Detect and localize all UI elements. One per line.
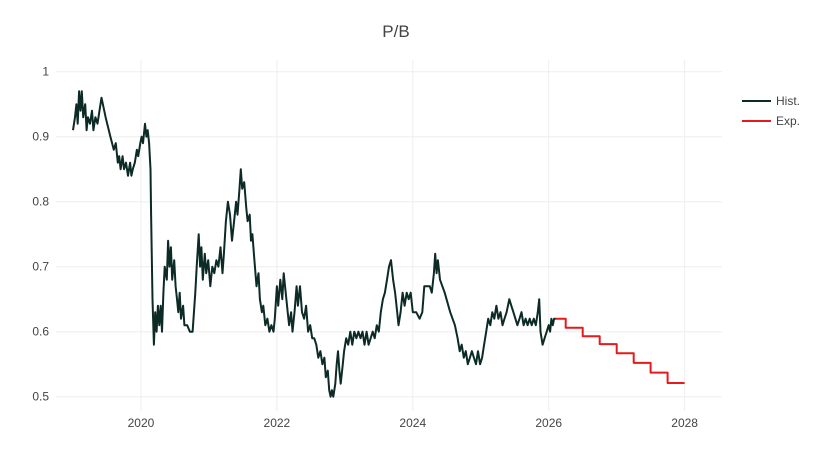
series-line-hist [72, 90, 556, 398]
y-tick-label-0.8: 0.8 [32, 195, 49, 209]
x-tick-label-2022: 2022 [264, 416, 291, 430]
y-axis-tick-labels: 0.5 0.6 0.7 0.8 0.9 1 [32, 65, 49, 404]
y-tick-label-0.9: 0.9 [32, 130, 49, 144]
y-tick-label-0.6: 0.6 [32, 325, 49, 339]
y-tick-label-0.7: 0.7 [32, 260, 49, 274]
x-axis-tick-labels: 2020 2022 2024 2026 2028 [128, 416, 699, 430]
legend-label-hist: Hist. [776, 94, 800, 108]
series-line-exp [555, 317, 685, 384]
y-tick-label-0.5: 0.5 [32, 390, 49, 404]
legend-label-exp: Exp. [776, 114, 800, 128]
series-lines [72, 90, 685, 398]
x-gridlines [140, 60, 686, 411]
y-gridlines [56, 71, 722, 398]
x-tick-label-2028: 2028 [671, 416, 698, 430]
y-tick-label-1: 1 [42, 65, 49, 79]
x-tick-label-2020: 2020 [128, 416, 155, 430]
chart-title: P/B [382, 22, 409, 41]
legend[interactable]: Hist. Exp. [742, 94, 800, 128]
legend-item-exp[interactable]: Exp. [742, 114, 800, 128]
legend-item-hist[interactable]: Hist. [742, 94, 800, 108]
x-tick-label-2024: 2024 [399, 416, 426, 430]
x-tick-label-2026: 2026 [535, 416, 562, 430]
